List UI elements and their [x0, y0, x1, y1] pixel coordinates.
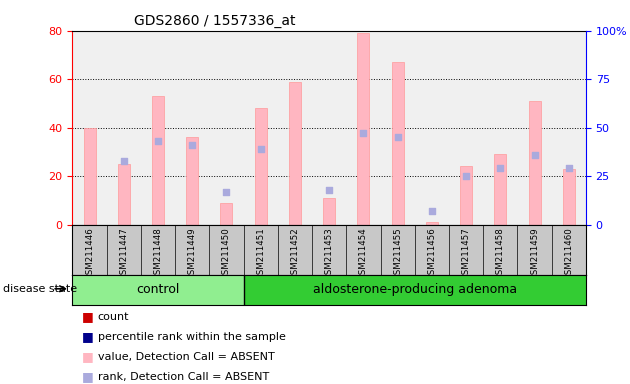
Bar	[186, 137, 198, 225]
Text: aldosterone-producing adenoma: aldosterone-producing adenoma	[312, 283, 517, 296]
Bar	[84, 128, 96, 225]
Text: ■: ■	[82, 330, 94, 343]
Text: value, Detection Call = ABSENT: value, Detection Call = ABSENT	[98, 352, 275, 362]
Point	[118, 157, 129, 164]
Bar	[244, 275, 586, 305]
Text: rank, Detection Call = ABSENT: rank, Detection Call = ABSENT	[98, 372, 269, 382]
Bar	[289, 82, 301, 225]
Text: GSM211453: GSM211453	[324, 227, 334, 280]
Point	[256, 146, 266, 152]
Bar	[72, 275, 244, 305]
Point	[529, 152, 539, 158]
Bar	[323, 198, 335, 225]
Text: GSM211456: GSM211456	[427, 227, 437, 280]
Text: GSM211458: GSM211458	[496, 227, 505, 280]
Point	[564, 166, 574, 172]
Point	[427, 208, 437, 214]
Text: GSM211446: GSM211446	[85, 227, 94, 280]
Point	[153, 138, 163, 144]
Bar	[392, 62, 404, 225]
Text: GSM211448: GSM211448	[154, 227, 163, 280]
Text: count: count	[98, 312, 129, 322]
Text: GSM211457: GSM211457	[462, 227, 471, 280]
Bar	[495, 154, 507, 225]
Bar	[118, 164, 130, 225]
Text: GSM211460: GSM211460	[564, 227, 573, 280]
Bar	[357, 33, 369, 225]
Bar	[220, 203, 232, 225]
Text: GSM211459: GSM211459	[530, 227, 539, 280]
Point	[221, 189, 231, 195]
Bar	[255, 108, 266, 225]
Bar	[426, 222, 438, 225]
Text: GSM211447: GSM211447	[119, 227, 129, 280]
Text: GSM211451: GSM211451	[256, 227, 265, 280]
Text: GSM211452: GSM211452	[290, 227, 299, 280]
Text: GSM211454: GSM211454	[359, 227, 368, 280]
Text: percentile rank within the sample: percentile rank within the sample	[98, 332, 285, 342]
Text: ■: ■	[82, 370, 94, 383]
Bar	[529, 101, 541, 225]
Point	[324, 187, 334, 193]
Point	[392, 134, 403, 141]
Text: ■: ■	[82, 310, 94, 323]
Text: GSM211455: GSM211455	[393, 227, 402, 280]
Point	[358, 131, 369, 137]
Text: control: control	[136, 283, 180, 296]
Text: GSM211449: GSM211449	[188, 227, 197, 280]
Bar	[563, 169, 575, 225]
Text: GDS2860 / 1557336_at: GDS2860 / 1557336_at	[134, 14, 295, 28]
Text: disease state: disease state	[3, 284, 77, 294]
Bar	[152, 96, 164, 225]
Text: GSM211450: GSM211450	[222, 227, 231, 280]
Bar	[460, 167, 472, 225]
Text: ■: ■	[82, 350, 94, 363]
Point	[495, 166, 505, 172]
Point	[461, 173, 471, 179]
Point	[187, 142, 197, 148]
